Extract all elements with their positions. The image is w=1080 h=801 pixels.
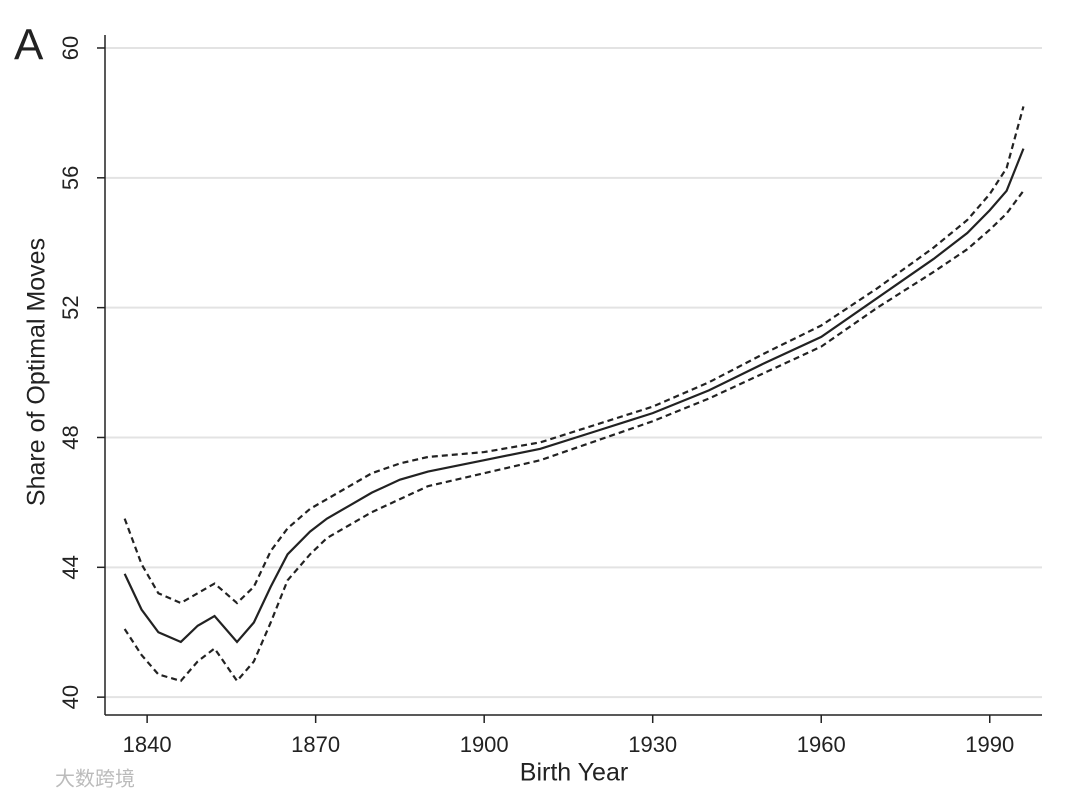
x-tick-label: 1840: [123, 732, 172, 757]
x-tick-label: 1900: [460, 732, 509, 757]
x-tick-label: 1930: [628, 732, 677, 757]
x-axis-label: Birth Year: [520, 759, 628, 787]
panel-label: A: [14, 21, 44, 70]
line-series: [123, 148, 1025, 644]
x-tick-label: 1960: [797, 732, 846, 757]
y-tick-label: 60: [58, 36, 83, 60]
y-tick-label: 56: [58, 166, 83, 190]
x-tick-label: 1990: [965, 732, 1014, 757]
line-series: [123, 190, 1025, 683]
x-tick-label: 1870: [291, 732, 340, 757]
watermark: 大数跨境: [55, 767, 135, 790]
y-axis-label: Share of Optimal Moves: [23, 238, 51, 506]
y-tick-label: 44: [58, 555, 83, 579]
y-tick-label: 48: [58, 425, 83, 449]
y-tick-label: 52: [58, 295, 83, 319]
line-series: [123, 106, 1025, 605]
y-tick-label: 40: [58, 685, 83, 709]
